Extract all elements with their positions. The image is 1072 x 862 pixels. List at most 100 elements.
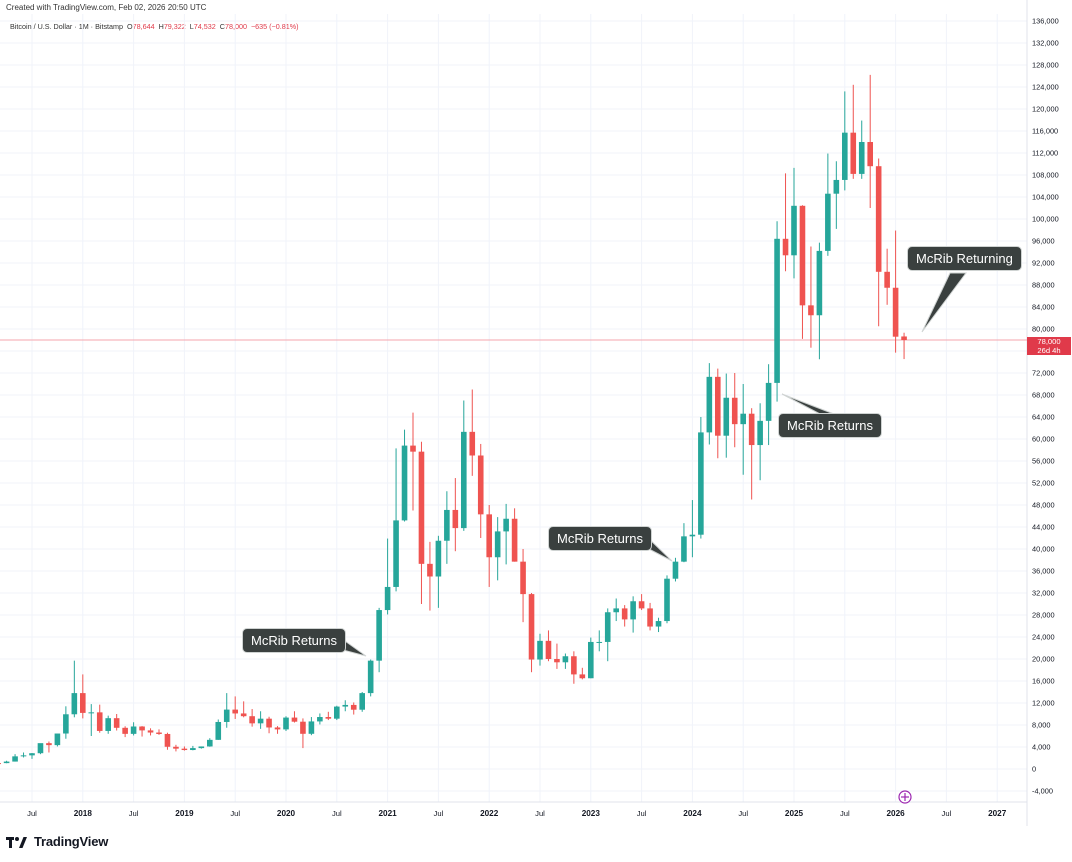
candle-body xyxy=(545,640,552,659)
y-tick-label: 112,000 xyxy=(1032,149,1058,158)
candle-body xyxy=(0,763,1,765)
y-tick-label: 40,000 xyxy=(1032,545,1055,554)
candle-body xyxy=(147,730,154,733)
candle-body xyxy=(494,531,501,558)
y-tick-label: 60,000 xyxy=(1032,435,1055,444)
y-tick-label: 24,000 xyxy=(1032,633,1055,642)
candle-body xyxy=(469,431,476,456)
symbol-legend: Bitcoin / U.S. Dollar · 1M · Bitstamp O7… xyxy=(10,22,299,31)
candle-body xyxy=(621,608,628,620)
close-label: C xyxy=(219,22,225,31)
candle-body xyxy=(791,205,797,256)
y-tick-label: 48,000 xyxy=(1032,501,1055,510)
candle-body xyxy=(88,712,95,714)
y-tick-label: 12,000 xyxy=(1032,699,1055,708)
y-tick-label: 4,000 xyxy=(1032,743,1051,752)
y-tick-label: 52,000 xyxy=(1032,479,1055,488)
open-value: 78,644 xyxy=(132,22,155,31)
candle-body xyxy=(71,693,78,715)
candle-body xyxy=(723,397,730,436)
y-tick-label: 124,000 xyxy=(1032,83,1059,92)
candle-body xyxy=(833,179,840,194)
candle-body xyxy=(681,536,687,562)
candle-body xyxy=(698,432,704,535)
candle-body xyxy=(477,455,484,515)
x-tick-label: 2026 xyxy=(886,809,905,818)
high-label: H xyxy=(158,22,164,31)
candle-body xyxy=(156,732,162,734)
candle-body xyxy=(799,205,806,306)
candle-body xyxy=(350,704,357,710)
candle-body xyxy=(435,540,442,577)
candle-body xyxy=(452,509,459,529)
candle-body xyxy=(384,586,391,611)
candle-body xyxy=(562,656,569,663)
x-tick-label: Jul xyxy=(27,809,37,818)
candle-body xyxy=(808,305,814,316)
low-label: L xyxy=(189,22,194,31)
candle-body xyxy=(486,514,492,558)
candle-body xyxy=(571,656,577,675)
candle-body xyxy=(80,693,86,713)
open-label: O xyxy=(127,22,133,31)
candle-body xyxy=(274,727,281,730)
candle-body xyxy=(672,561,679,579)
candle-body xyxy=(63,714,69,734)
candle-body xyxy=(334,706,340,719)
candle-body xyxy=(376,610,382,661)
candle-body xyxy=(418,451,425,564)
candle-body xyxy=(139,726,145,731)
x-tick-label: 2024 xyxy=(683,809,702,818)
x-tick-label: 2021 xyxy=(378,809,397,818)
annotation-mcrib-2020[interactable]: McRib Returns xyxy=(242,628,346,653)
candle-body xyxy=(223,709,230,722)
x-tick-label: 2027 xyxy=(988,809,1007,818)
x-tick-label: 2018 xyxy=(74,809,93,818)
candle-body xyxy=(892,287,899,337)
annotation-mcrib-2023[interactable]: McRib Returns xyxy=(548,526,652,551)
y-tick-label: 128,000 xyxy=(1032,61,1059,70)
candle-body xyxy=(393,520,399,587)
y-tick-label: 32,000 xyxy=(1032,589,1055,598)
candle-body xyxy=(367,660,374,694)
candle-body xyxy=(579,674,586,679)
tradingview-logo[interactable]: TradingView xyxy=(6,834,108,849)
last-price-value: 78,000 xyxy=(1037,337,1061,346)
candle-body xyxy=(240,713,247,717)
candle-body xyxy=(325,717,332,719)
high-value: 79,322 xyxy=(163,22,186,31)
candle-body xyxy=(359,693,365,710)
candle-body xyxy=(740,413,746,425)
x-tick-label: 2020 xyxy=(277,809,296,818)
candle-body xyxy=(164,733,171,747)
candle-body xyxy=(630,601,636,620)
y-tick-label: 96,000 xyxy=(1032,237,1055,246)
candle-body xyxy=(29,753,35,756)
x-tick-label: Jul xyxy=(942,809,952,818)
y-tick-label: 84,000 xyxy=(1032,303,1055,312)
candle-body xyxy=(232,709,238,714)
candle-body xyxy=(291,717,298,722)
candle-body xyxy=(884,271,890,288)
candle-body xyxy=(113,718,120,728)
candle-body xyxy=(317,717,323,722)
y-tick-label: 108,000 xyxy=(1032,171,1059,180)
candle-body xyxy=(444,509,450,541)
x-tick-label: 2019 xyxy=(175,809,194,818)
annotation-mcrib-2024[interactable]: McRib Returns xyxy=(778,413,882,438)
candle-body xyxy=(655,621,662,627)
candle-body xyxy=(46,743,52,746)
candle-body xyxy=(757,420,763,446)
candle-body xyxy=(300,721,306,734)
y-tick-label: 104,000 xyxy=(1032,193,1059,202)
candle-body xyxy=(198,746,205,749)
callout-pointer-returning xyxy=(921,272,967,333)
candle-body xyxy=(850,132,857,174)
candle-body xyxy=(122,727,128,734)
y-tick-label: 136,000 xyxy=(1032,17,1059,26)
annotation-mcrib-returning[interactable]: McRib Returning xyxy=(907,246,1022,271)
change-value: −635 (−0.81%) xyxy=(250,22,299,31)
x-tick-label: Jul xyxy=(332,809,342,818)
y-tick-label: 8,000 xyxy=(1032,721,1051,730)
